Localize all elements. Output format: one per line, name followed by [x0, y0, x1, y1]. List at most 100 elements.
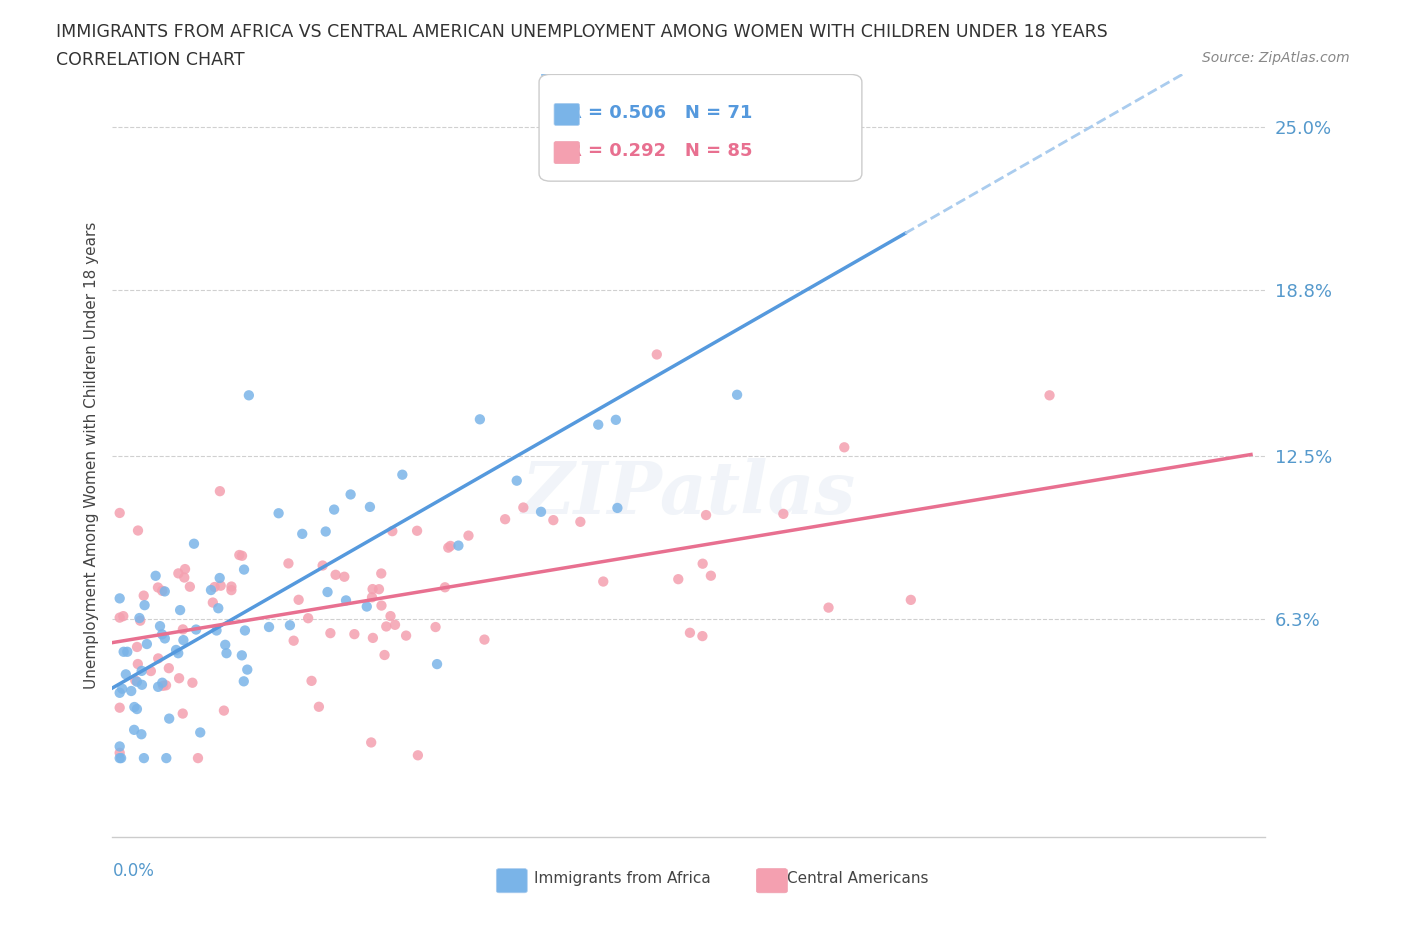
- Point: [172, 706, 194, 721]
- Text: CORRELATION CHART: CORRELATION CHART: [56, 51, 245, 69]
- Point: [395, 628, 418, 643]
- Point: [108, 751, 131, 765]
- Point: [212, 703, 235, 718]
- Point: [370, 566, 392, 581]
- Point: [131, 677, 153, 692]
- Point: [695, 508, 717, 523]
- Point: [679, 625, 702, 640]
- Point: [319, 626, 342, 641]
- Point: [131, 727, 153, 742]
- Point: [167, 645, 190, 660]
- Point: [132, 588, 155, 603]
- Point: [108, 746, 131, 761]
- Point: [124, 673, 146, 688]
- Point: [439, 538, 461, 553]
- Point: [406, 748, 429, 763]
- Point: [120, 684, 142, 698]
- Point: [233, 562, 256, 577]
- Point: [150, 627, 173, 642]
- Point: [209, 578, 232, 593]
- Point: [150, 583, 173, 598]
- Point: [343, 627, 366, 642]
- Text: 0.0%: 0.0%: [112, 862, 155, 880]
- Point: [474, 632, 496, 647]
- Point: [406, 524, 429, 538]
- Point: [592, 574, 614, 589]
- Point: [437, 540, 460, 555]
- Point: [605, 412, 627, 427]
- Point: [173, 570, 195, 585]
- Point: [215, 645, 238, 660]
- Point: [315, 525, 337, 539]
- Point: [1038, 388, 1060, 403]
- Point: [112, 644, 135, 659]
- Point: [323, 502, 346, 517]
- Point: [370, 598, 392, 613]
- Point: [772, 507, 794, 522]
- Point: [339, 487, 361, 502]
- Point: [145, 568, 167, 583]
- Point: [188, 725, 211, 740]
- Point: [356, 599, 378, 614]
- Point: [297, 611, 319, 626]
- Point: [221, 583, 243, 598]
- Point: [125, 701, 148, 716]
- Point: [153, 631, 176, 645]
- Text: Central Americans: Central Americans: [787, 871, 929, 886]
- Point: [308, 699, 330, 714]
- Point: [468, 412, 491, 427]
- Point: [112, 609, 135, 624]
- Point: [157, 660, 180, 675]
- Point: [150, 675, 173, 690]
- Point: [530, 504, 553, 519]
- Point: [231, 648, 253, 663]
- Point: [149, 618, 172, 633]
- Point: [153, 584, 176, 599]
- Point: [666, 572, 689, 587]
- Point: [125, 674, 148, 689]
- Point: [179, 579, 201, 594]
- Point: [900, 592, 922, 607]
- Point: [359, 499, 381, 514]
- Point: [167, 566, 190, 581]
- Point: [208, 484, 231, 498]
- Point: [283, 633, 305, 648]
- Point: [221, 579, 243, 594]
- Point: [114, 667, 136, 682]
- Point: [174, 562, 197, 577]
- Point: [391, 467, 413, 482]
- Point: [257, 619, 280, 634]
- Point: [325, 567, 347, 582]
- Point: [236, 662, 259, 677]
- Point: [692, 629, 714, 644]
- Point: [360, 735, 382, 750]
- Point: [139, 664, 162, 679]
- Point: [316, 585, 339, 600]
- Point: [380, 608, 402, 623]
- Point: [108, 591, 131, 605]
- Point: [433, 579, 456, 594]
- Point: [183, 537, 205, 551]
- Point: [457, 528, 479, 543]
- Point: [700, 568, 723, 583]
- Point: [135, 637, 157, 652]
- Point: [108, 685, 131, 700]
- Point: [146, 680, 169, 695]
- Point: [361, 581, 384, 596]
- Point: [110, 751, 132, 765]
- Point: [373, 647, 395, 662]
- Point: [125, 640, 148, 655]
- Point: [277, 556, 299, 571]
- Point: [169, 603, 191, 618]
- Point: [291, 526, 314, 541]
- Point: [233, 623, 256, 638]
- Point: [214, 637, 236, 652]
- FancyBboxPatch shape: [554, 103, 579, 126]
- Point: [108, 739, 131, 754]
- Point: [111, 682, 134, 697]
- Point: [108, 700, 131, 715]
- Point: [287, 592, 309, 607]
- Point: [148, 651, 170, 666]
- Point: [333, 569, 356, 584]
- Point: [132, 751, 155, 765]
